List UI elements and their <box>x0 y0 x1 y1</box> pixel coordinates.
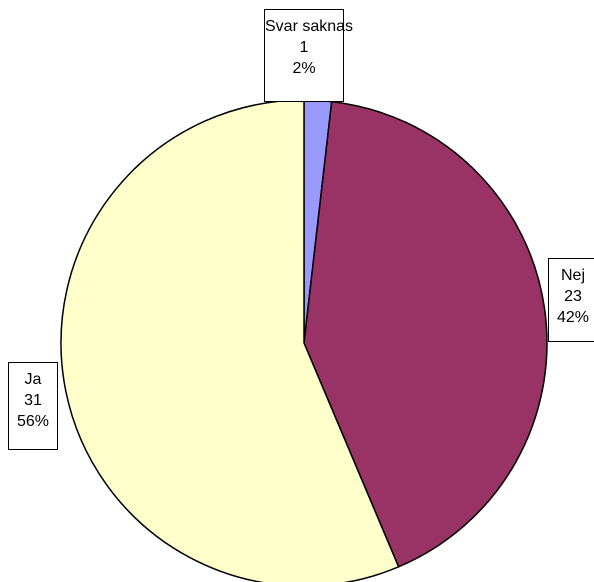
slice-label-ja-value: 31 <box>24 392 42 409</box>
slice-label-svar-saknas-name: Svar saknas <box>265 18 354 35</box>
slice-label-svar-saknas: Svar saknas 1 2% <box>264 9 354 102</box>
slice-label-svar-saknas-value: 1 <box>299 39 309 56</box>
pie-slice-nej <box>303 100 548 568</box>
pie-slice-ja <box>60 99 400 582</box>
slice-label-nej-name: Nej <box>560 267 585 284</box>
slice-label-nej: Nej 23 42% <box>548 258 594 342</box>
slice-label-ja-percent: 56% <box>16 413 50 430</box>
slice-label-svar-saknas-percent: 2% <box>292 60 316 77</box>
slice-label-nej-value: 23 <box>564 288 582 305</box>
slice-label-ja-name: Ja <box>24 371 42 388</box>
slice-label-nej-percent: 42% <box>556 309 590 326</box>
slice-label-ja: Ja 31 56% <box>8 362 58 450</box>
